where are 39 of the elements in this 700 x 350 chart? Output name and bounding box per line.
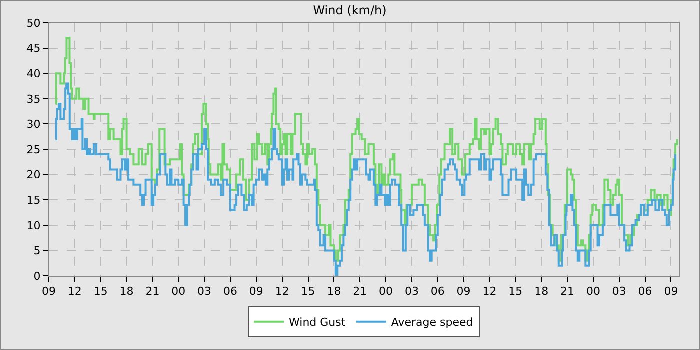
chart-title: Wind (km/h) — [313, 4, 387, 18]
y-tick-label: 5 — [34, 244, 41, 258]
y-tick-label: 50 — [26, 16, 41, 30]
y-tick-label: 20 — [26, 168, 41, 182]
x-tick-label: 06 — [223, 285, 238, 298]
x-tick-label: 06 — [430, 285, 445, 298]
x-tick-label: 09 — [664, 285, 678, 298]
y-tick-label: 10 — [26, 219, 41, 232]
x-tick-label: 00 — [586, 285, 600, 298]
x-tick-label: 21 — [560, 285, 575, 298]
x-tick-label: 12 — [482, 285, 497, 298]
x-tick-label: 21 — [353, 285, 368, 298]
legend-label: Wind Gust — [289, 316, 346, 330]
y-tick-label: 0 — [34, 270, 41, 283]
x-tick-label: 00 — [172, 285, 186, 298]
x-tick-label: 06 — [638, 285, 652, 298]
x-tick-label: 18 — [120, 285, 134, 298]
y-tick-label: 30 — [26, 118, 41, 132]
x-tick-label: 18 — [327, 285, 342, 298]
x-tick-label: 21 — [146, 285, 160, 298]
x-tick-label: 03 — [404, 285, 419, 298]
x-tick-label: 15 — [508, 285, 523, 298]
legend-label: Average speed — [391, 316, 474, 330]
x-tick-label: 00 — [379, 285, 394, 298]
y-tick-label: 15 — [26, 194, 41, 207]
x-tick-label: 09 — [42, 285, 56, 298]
x-tick-label: 12 — [68, 285, 82, 298]
y-tick-label: 35 — [26, 92, 41, 106]
y-tick-label: 25 — [26, 143, 41, 156]
x-tick-label: 03 — [198, 285, 212, 298]
x-tick-label: 09 — [249, 285, 264, 298]
x-tick-label: 15 — [94, 285, 108, 298]
x-tick-label: 09 — [456, 285, 471, 298]
x-tick-label: 15 — [301, 285, 316, 298]
y-tick-label: 40 — [26, 67, 41, 80]
x-tick-label: 03 — [612, 285, 626, 298]
x-tick-label: 18 — [534, 285, 549, 298]
x-tick-label: 12 — [275, 285, 290, 298]
y-tick-label: 45 — [26, 42, 41, 56]
